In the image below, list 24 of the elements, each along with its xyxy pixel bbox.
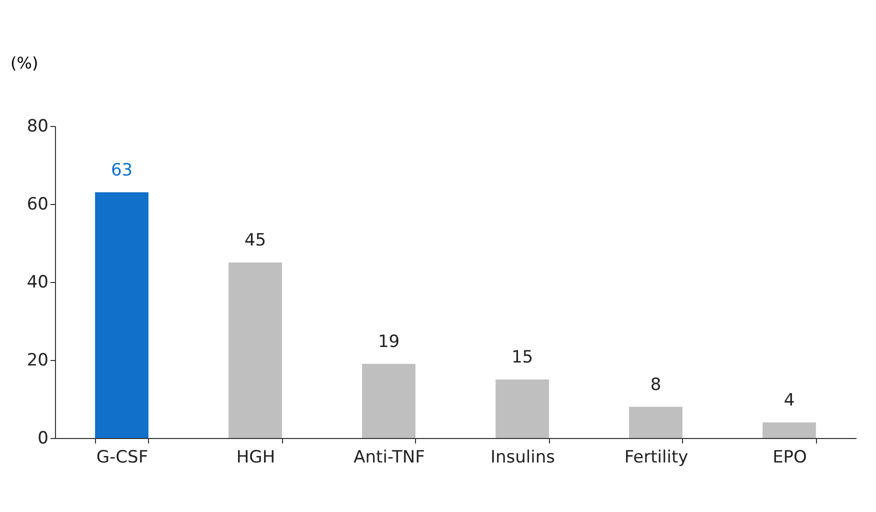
- y-tick-label: 0: [38, 428, 48, 448]
- data-label: 63: [110, 160, 133, 180]
- y-tick-label: 40: [26, 272, 48, 292]
- y-tick-label: 60: [26, 194, 48, 214]
- data-label: 8: [650, 374, 662, 395]
- x-tick-label: Fertility: [624, 448, 688, 468]
- data-label: 4: [784, 390, 795, 410]
- data-label: 15: [511, 348, 534, 368]
- x-tick-label: G-CSF: [96, 448, 148, 468]
- bar: [629, 406, 682, 438]
- data-label: 19: [378, 332, 400, 352]
- y-axis-title: (%): [10, 54, 38, 72]
- data-label: 45: [244, 230, 266, 250]
- y-tick-label: 20: [26, 350, 48, 370]
- x-tick-label: Anti-TNF: [354, 448, 425, 468]
- bar: [762, 422, 816, 438]
- x-tick-label: EPO: [772, 448, 807, 468]
- bar: [362, 364, 416, 438]
- bar: [228, 262, 282, 438]
- x-tick-label: HGH: [236, 448, 276, 468]
- y-tick-label: 80: [26, 116, 48, 136]
- bar: [95, 192, 148, 438]
- x-tick-label: Insulins: [490, 448, 556, 468]
- bar: [496, 380, 549, 438]
